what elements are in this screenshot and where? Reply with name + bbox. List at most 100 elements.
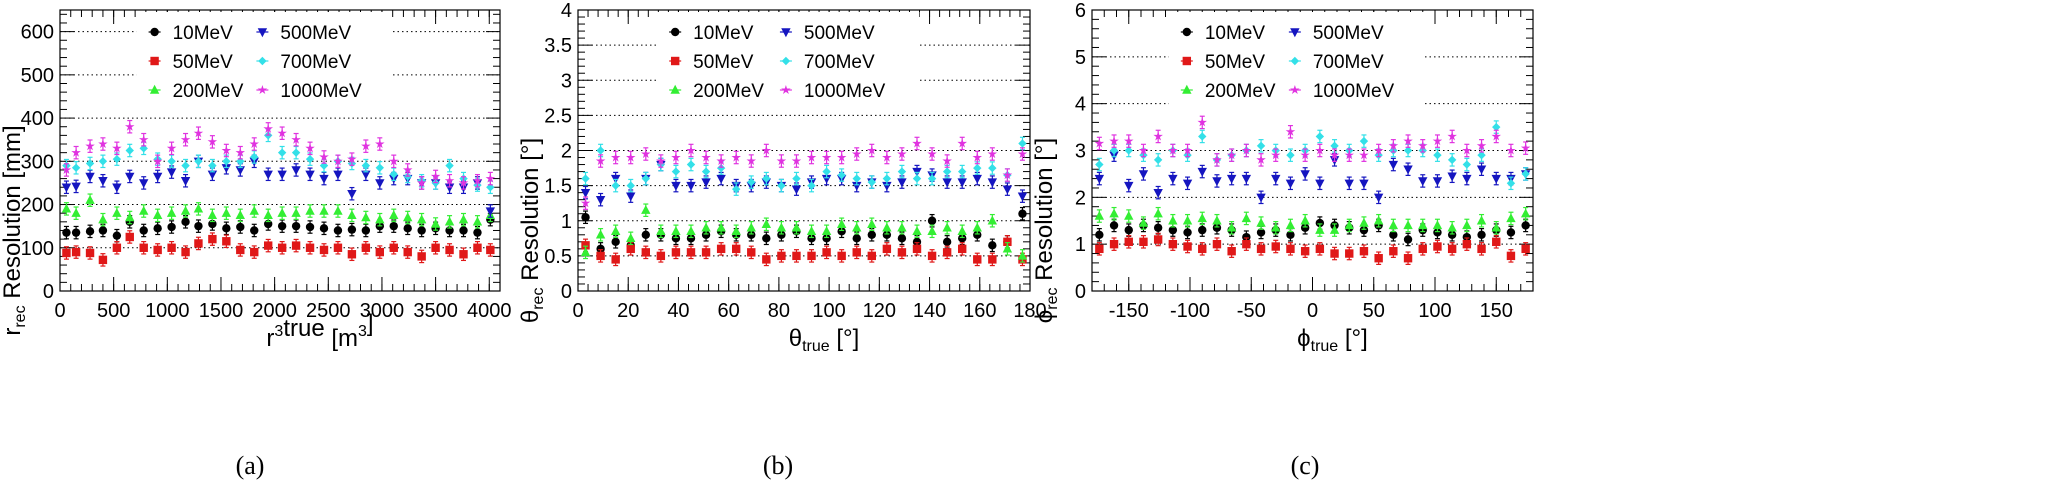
data-point [626, 192, 636, 202]
data-point [180, 134, 191, 144]
data-point [180, 177, 191, 186]
data-point [61, 203, 72, 213]
data-point [361, 141, 371, 151]
data-point [1241, 213, 1252, 223]
data-point [867, 145, 877, 155]
data-point [746, 156, 756, 166]
data-point [595, 195, 606, 205]
data-point [927, 251, 937, 261]
data-point [125, 172, 135, 182]
plot-frame [59, 9, 501, 292]
data-point [1017, 250, 1028, 260]
legend-marker [1182, 56, 1192, 66]
data-point [791, 185, 802, 195]
data-point [375, 247, 385, 257]
x-tick-label: -150 [1109, 300, 1149, 322]
data-point [716, 222, 726, 232]
data-point [626, 233, 636, 243]
data-point [716, 174, 726, 184]
legend-marker [781, 56, 791, 66]
data-point [807, 251, 816, 261]
data-point [927, 174, 937, 183]
series-10MeV [62, 212, 495, 243]
data-point [776, 156, 787, 166]
data-point [98, 226, 108, 235]
data-point [580, 198, 591, 208]
data-point [166, 168, 177, 178]
data-point [444, 183, 455, 193]
panel-caption: (a) [236, 451, 265, 480]
data-point [112, 154, 122, 164]
legend-label: 10MeV [1205, 23, 1266, 44]
data-point [305, 143, 315, 153]
legend-label: 200MeV [693, 81, 764, 102]
data-point [686, 234, 696, 243]
data-point [942, 248, 952, 257]
data-point [1403, 165, 1413, 175]
panel-caption: (c) [1291, 451, 1320, 480]
data-point [1242, 232, 1251, 242]
data-point [416, 214, 427, 224]
data-point [957, 138, 967, 148]
data-point [263, 170, 273, 180]
data-point [166, 207, 177, 217]
legend: 10MeV 50MeV 200MeV 500MeV 700MeV 1000MeV [1168, 12, 1425, 110]
data-point [249, 205, 259, 215]
series-500MeV [61, 154, 496, 218]
data-point [957, 226, 967, 235]
data-point [459, 250, 468, 259]
data-point [1109, 208, 1119, 218]
data-point [716, 156, 726, 166]
legend-label: 700MeV [280, 52, 351, 73]
legend-label: 10MeV [693, 23, 754, 44]
data-point [417, 252, 426, 261]
x-tick-label: 2000 [252, 300, 297, 322]
y-tick-label: 1 [1075, 234, 1086, 256]
data-point [459, 226, 468, 235]
data-point [1256, 228, 1266, 237]
y-tick-label: 2 [561, 141, 572, 163]
data-point [701, 222, 711, 232]
data-point [988, 163, 997, 173]
data-point [305, 243, 315, 252]
data-point [71, 163, 81, 172]
data-point [1433, 242, 1442, 251]
data-point [1491, 131, 1501, 141]
data-point [762, 174, 771, 183]
series-200MeV [1094, 206, 1531, 237]
data-point [611, 237, 620, 247]
data-point [641, 248, 650, 257]
data-point [112, 243, 122, 252]
x-tick-label: 3500 [413, 300, 458, 322]
data-point [85, 195, 95, 204]
data-point [1345, 249, 1354, 258]
y-tick-label: 600 [21, 22, 54, 44]
legend-label: 200MeV [173, 81, 244, 102]
x-tick-label: 40 [667, 300, 689, 322]
data-point [1138, 170, 1149, 180]
data-point [152, 172, 163, 182]
data-point [791, 222, 802, 232]
x-tick-label: 80 [768, 300, 790, 322]
data-point [791, 156, 802, 166]
data-point [263, 210, 273, 220]
data-point [1197, 117, 1207, 127]
data-point [1285, 126, 1296, 136]
data-point [194, 221, 203, 231]
panel-caption: (b) [763, 451, 793, 480]
data-point [596, 244, 605, 254]
data-point [180, 205, 191, 215]
data-point [596, 146, 605, 155]
x-tick-label: 0 [54, 300, 65, 322]
y-axis-title: ϕrec Resolution [°] [1031, 138, 1061, 323]
data-point [361, 212, 371, 222]
data-point [236, 245, 245, 255]
data-point [1153, 155, 1163, 165]
y-tick-label: 0 [43, 281, 54, 303]
data-point [1418, 244, 1427, 254]
data-point [1153, 188, 1163, 198]
data-point [641, 230, 650, 239]
x-tick-label: 3000 [360, 300, 405, 322]
x-tick-label: -50 [1237, 300, 1266, 322]
data-point [431, 243, 440, 252]
